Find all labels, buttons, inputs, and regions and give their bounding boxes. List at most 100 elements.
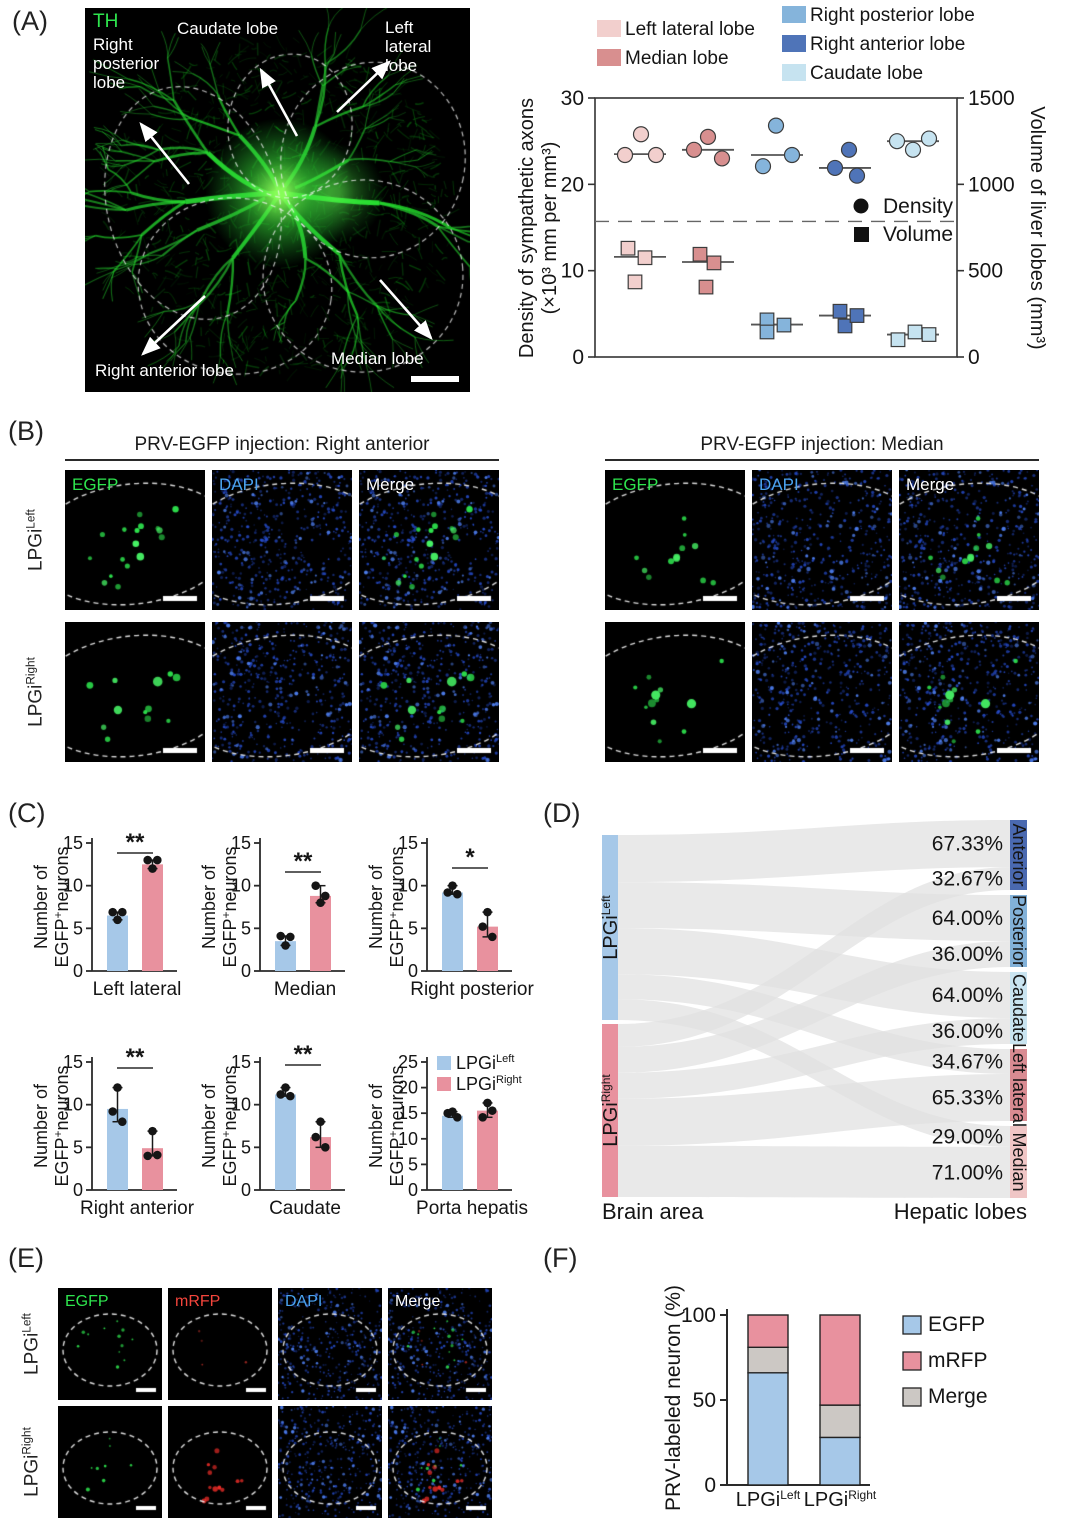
lobe-label-right-posterior: Right posterior lobe xyxy=(93,35,160,93)
bar-lpgi-left xyxy=(275,941,296,971)
y-tick: 0 xyxy=(73,1180,83,1200)
data-dot xyxy=(488,1106,497,1115)
y-tick: 5 xyxy=(241,1137,251,1157)
ylabel-line1: Number of xyxy=(366,864,386,949)
micro-image-b-median-lpgi-left-dapi: DAPI xyxy=(752,470,892,610)
data-dot xyxy=(478,1112,488,1122)
sig-stars: * xyxy=(465,844,475,871)
y-tick: 0 xyxy=(241,961,251,981)
volume-point xyxy=(921,327,937,342)
y-tick: 5 xyxy=(73,1137,83,1157)
lobe-label-left-lateral: Left lateral lobe xyxy=(385,18,432,76)
sankey-flow xyxy=(618,867,1010,1047)
density-point xyxy=(767,117,785,134)
pct-from-lpgi-right: 32.67% xyxy=(932,868,1003,891)
volume-point xyxy=(706,255,722,271)
data-dot xyxy=(448,881,457,890)
y-tick: 10 xyxy=(63,876,83,896)
micro-image-e-lpgi-right-mrfp xyxy=(168,1406,272,1518)
data-dot xyxy=(276,931,286,941)
sankey-flow xyxy=(618,1074,1010,1146)
y-tick: 0 xyxy=(408,961,418,981)
bar-lpgi-right xyxy=(477,1110,498,1190)
left-axis-title: Brain area xyxy=(602,1199,704,1224)
micro-image-e-lpgi-right-merge xyxy=(388,1406,492,1518)
stack-segment-merge xyxy=(747,1346,789,1374)
sankey-target-label: Left lateral xyxy=(1009,1043,1029,1127)
sankey-flow xyxy=(618,1018,1010,1099)
legend-density-marker xyxy=(853,198,869,214)
pct-from-lpgi-left: 64.00% xyxy=(932,984,1003,1007)
y-tick: 0 xyxy=(241,1180,251,1200)
micro-image-b-right-anterior-lpgi-left-merge: Merge xyxy=(359,470,499,610)
density-point xyxy=(699,128,717,145)
density-point xyxy=(904,141,922,158)
ylabel-line2: EGFP+neurons xyxy=(219,1065,240,1186)
density-point xyxy=(754,158,772,175)
plot-frame xyxy=(594,97,958,358)
legend-label: Right anterior lobe xyxy=(810,34,965,55)
y-tick: 100 xyxy=(681,1304,716,1327)
y-tick-left: 10 xyxy=(561,260,584,283)
bar-lpgi-left xyxy=(107,915,128,971)
y-tick: 25 xyxy=(398,1052,418,1072)
arrow-caudate xyxy=(259,67,299,137)
density-point xyxy=(920,130,938,147)
data-dot xyxy=(483,1098,492,1108)
volume-point xyxy=(832,303,848,319)
sankey-source-label: LPGiRight xyxy=(599,1074,622,1147)
category-label: Median xyxy=(274,979,336,1000)
y-tick: 0 xyxy=(408,1180,418,1200)
legend-swatch-egfp xyxy=(902,1315,922,1335)
channel-label-merge: Merge xyxy=(395,1293,441,1310)
micro-image-e-lpgi-left-egfp: EGFP xyxy=(58,1288,162,1400)
y-tick: 10 xyxy=(398,876,418,896)
data-dot xyxy=(108,1107,117,1116)
density-point xyxy=(848,167,866,184)
panel-b-label: (B) xyxy=(8,416,44,446)
data-dot xyxy=(108,907,117,917)
micro-image-e-lpgi-right-dapi xyxy=(278,1406,382,1518)
ylabel-line2: EGFP+neurons xyxy=(51,1065,72,1186)
channel-label-egfp: EGFP xyxy=(612,475,659,494)
micro-image-e-lpgi-left-dapi: DAPI xyxy=(278,1288,382,1400)
channel-label-mrfp: mRFP xyxy=(175,1293,221,1310)
data-dot xyxy=(321,891,330,901)
liver-annotations xyxy=(139,60,459,382)
liver-fluorescence-canvas xyxy=(85,8,470,392)
data-dot xyxy=(276,1090,286,1099)
data-dot xyxy=(118,907,127,917)
density-point xyxy=(616,146,634,164)
data-dot xyxy=(311,881,321,890)
density-point xyxy=(826,159,844,177)
row-label-base: LPGi xyxy=(25,684,47,727)
volume-point xyxy=(890,332,906,348)
micro-image-b-right-anterior-lpgi-right-egfp xyxy=(65,622,205,762)
data-dot xyxy=(281,941,290,950)
micro-image-e-lpgi-left-merge: Merge xyxy=(388,1288,492,1400)
panel-e-label: (E) xyxy=(8,1243,44,1273)
sankey-target-node-left-lateral xyxy=(1010,1049,1027,1121)
scale-bar xyxy=(411,376,459,382)
y-tick: 10 xyxy=(398,1129,418,1149)
y-tick: 15 xyxy=(231,833,251,853)
ylabel-line1: Number of xyxy=(199,1083,219,1168)
y-tick-left: 30 xyxy=(561,87,584,110)
ylabel-left-line2: (×10³ mm per mm³) xyxy=(539,142,561,315)
micro-image-b-right-anterior-lpgi-left-egfp: EGFP xyxy=(65,470,205,610)
y-tick: 15 xyxy=(63,1052,83,1072)
injection-title-right-anterior: PRV-EGFP injection: Right anterior xyxy=(134,434,430,455)
volume-point xyxy=(692,246,708,262)
data-dot xyxy=(153,1150,162,1160)
sankey-target-node-caudate xyxy=(1010,972,1027,1044)
row-label-lpgi-left: LPGiLeft xyxy=(20,1313,43,1375)
row-label-sup: Left xyxy=(24,509,38,529)
y-tick-right: 1000 xyxy=(968,173,1015,196)
row-label-base: LPGi xyxy=(21,1332,43,1375)
data-dot xyxy=(483,907,492,917)
y-tick: 10 xyxy=(63,1095,83,1115)
axon-density-volume-chart: Left lateral lobe Median lobe Right poster… xyxy=(516,5,1048,369)
sankey-flow xyxy=(618,1145,1010,1198)
panel-d-label: (D) xyxy=(543,798,581,828)
